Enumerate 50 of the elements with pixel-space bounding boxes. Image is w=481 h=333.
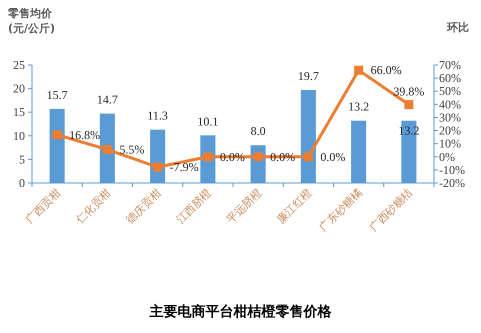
- point: [153, 162, 162, 172]
- y2-axis-title: 环比: [446, 21, 469, 34]
- y-tick-label: 10: [13, 128, 25, 143]
- point: [203, 152, 212, 162]
- data-label: -7.9%: [170, 160, 199, 174]
- point: [404, 100, 414, 110]
- y2-tick-label: 30%: [439, 110, 461, 124]
- point: [354, 66, 364, 75]
- data-label: 66.0%: [370, 63, 402, 78]
- x-tick-label: 广东砂糖橘: [316, 186, 365, 234]
- data-label: 13.2: [348, 100, 370, 114]
- text: 主要电商平台柑桔橙零售价格: [148, 303, 332, 320]
- data-label: 8.0: [250, 124, 266, 138]
- x-tick-label: 江西脐橙: [174, 186, 214, 226]
- y2-tick-label: 0%: [439, 150, 455, 164]
- y2-tick-label: 50%: [439, 84, 461, 98]
- data-label: 5.5%: [119, 142, 144, 157]
- data-label: 16.8%: [69, 128, 100, 142]
- point: [102, 145, 112, 154]
- y-tick-label: 25: [13, 58, 25, 72]
- y2-tick-label: -20%: [439, 176, 465, 190]
- y2-tick-label: 40%: [439, 97, 461, 112]
- y2-tick-label: -10%: [439, 162, 465, 177]
- x-tick-label: 德庆贡柑: [123, 186, 164, 226]
- data-label: 11.3: [147, 108, 168, 123]
- data-label: 0.0%: [320, 150, 346, 164]
- data-label: 14.7: [96, 92, 118, 107]
- y2-tick-label: 10%: [439, 136, 461, 151]
- y-axis-title: 零售均价 (元/公斤): [7, 7, 56, 35]
- y-tick-label: 5: [19, 152, 25, 166]
- y-tick-label: 15: [13, 105, 25, 120]
- x-tick-label: 仁化贡柑: [73, 186, 114, 226]
- point: [52, 130, 62, 140]
- point: [304, 152, 313, 162]
- data-label: 19.7: [298, 69, 319, 84]
- y2-tick-label: 60%: [439, 71, 461, 86]
- point: [254, 152, 263, 162]
- x-tick-label: 廉江红橙: [274, 186, 314, 226]
- x-tick-label: 广西砂糖桔: [366, 186, 415, 234]
- data-label: 0.0%: [220, 150, 245, 164]
- y2-tick-label: 70%: [439, 58, 461, 72]
- y-tick-label: 20: [13, 82, 25, 96]
- x-tick-label: 广西贡柑: [22, 186, 64, 226]
- x-tick-label: 平远脐橙: [224, 186, 264, 226]
- data-label: 39.8%: [393, 84, 424, 99]
- y-tick-label: 0: [19, 176, 25, 190]
- y2-tick-label: 20%: [439, 124, 461, 138]
- data-label: 15.7: [46, 88, 68, 102]
- data-label: 10.1: [197, 114, 218, 128]
- data-label: 0.0%: [270, 150, 296, 164]
